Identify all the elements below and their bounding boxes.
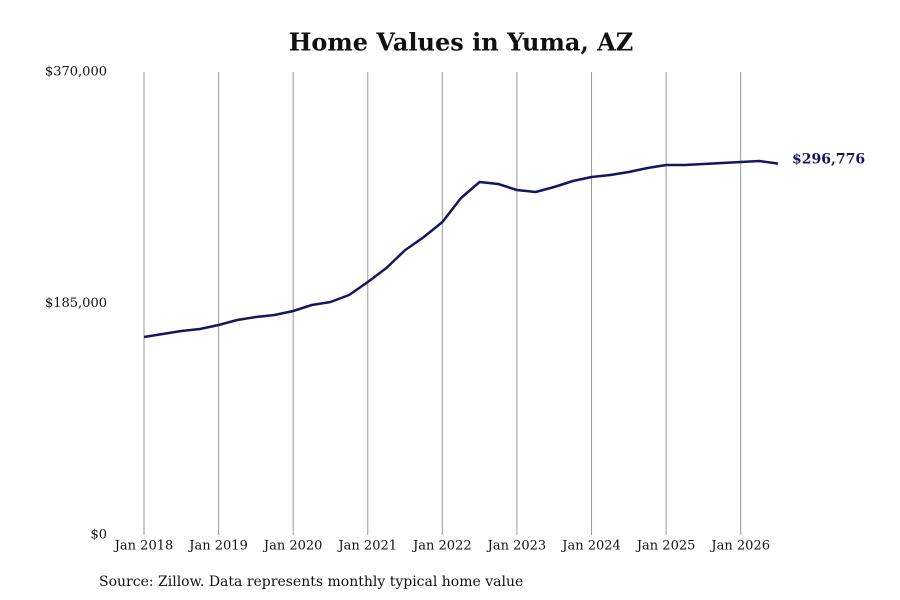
- y-tick-label: $370,000: [45, 65, 107, 80]
- x-tick-label: Jan 2018: [113, 539, 174, 554]
- x-tick-label: Jan 2026: [709, 539, 770, 554]
- x-tick-label: Jan 2024: [560, 539, 621, 554]
- chart-title: Home Values in Yuma, AZ: [289, 28, 634, 57]
- y-tick-label: $0: [90, 528, 107, 543]
- y-tick-label: $185,000: [45, 296, 107, 311]
- x-tick-label: Jan 2019: [187, 539, 248, 554]
- x-tick-label: Jan 2021: [336, 539, 397, 554]
- x-tick-label: Jan 2020: [262, 539, 323, 554]
- end-label: $296,776: [792, 152, 865, 168]
- x-tick-label: Jan 2023: [486, 539, 547, 554]
- x-tick-label: Jan 2025: [635, 539, 696, 554]
- x-tick-label: Jan 2022: [411, 539, 472, 554]
- source-note: Source: Zillow. Data represents monthly …: [99, 574, 523, 590]
- line-series: [143, 159, 779, 339]
